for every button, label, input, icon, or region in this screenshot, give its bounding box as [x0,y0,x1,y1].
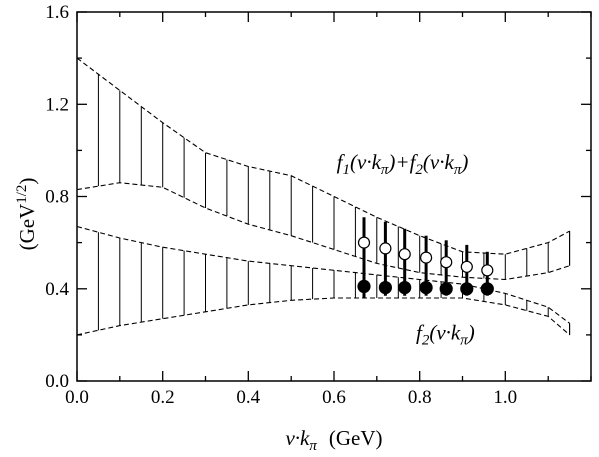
curve-label-subscript: 2 [422,333,430,349]
y-tick-label: 0.8 [45,187,69,208]
y-axis-label-main: (GeV [15,204,39,251]
curve-label: f1(v·kπ)+f2(v·kπ) [337,150,469,178]
x-axis-label-sub: π [309,438,317,454]
filled-point [460,282,474,296]
y-axis-label-close: ) [15,178,39,185]
band-lower-line [76,297,570,336]
y-tick-label: 0.4 [45,279,69,300]
data-points [357,236,494,296]
curve-label-part: (v·k [350,150,382,174]
x-axis-label-unit: (GeV) [329,426,383,450]
y-tick-label: 1.2 [45,94,69,115]
filled-point [480,282,494,296]
open-point [440,256,453,269]
curve-label-part: (v·k [423,150,455,174]
curve-label-part: (v·k [429,321,461,345]
open-point [379,242,392,255]
filled-point [419,281,433,295]
x-axis-label: v·kπ (GeV) [285,426,382,454]
open-point [398,248,411,261]
band-hatching [76,58,571,335]
curve-label-subscript: π [381,162,389,178]
open-point [481,264,494,277]
x-axis-label-main: v·k [285,426,310,450]
x-tick-label: 1.0 [493,387,517,408]
curve-label-subscript: π [460,333,468,349]
x-tick-label: 0.8 [408,387,432,408]
x-tick-label: 0.0 [65,387,89,408]
filled-point [398,281,412,295]
y-tick-label: 1.6 [45,2,69,23]
filled-point [378,281,392,295]
filled-point [357,279,371,293]
tick-labels: 0.0 0.2 0.4 0.6 0.8 1.0 0.0 0.4 0.8 1.2 1.6 [45,2,517,408]
band-upper-line [76,225,570,324]
curve-label-part: )+f [387,150,418,174]
curve-label-subscript: 2 [415,162,423,178]
band-upper-line [76,57,570,255]
y-tick-label: 0.0 [45,371,69,392]
x-tick-label: 0.4 [236,387,260,408]
open-point [357,236,371,249]
curve-label-part: f [337,150,346,174]
curve-label-part: f [416,321,425,345]
axis-ticks [76,11,592,382]
open-point [460,260,473,273]
y-axis-label: (GeV1/2) [14,178,39,251]
curve-label-part: ) [467,321,475,345]
x-tick-label: 0.2 [151,387,175,408]
x-tick-label: 0.6 [322,387,346,408]
curve-label: f2(v·kπ) [416,321,475,349]
curve-label-subscript: 1 [343,162,351,178]
filled-point [439,282,453,296]
y-axis-label-sup: 1/2 [14,185,30,204]
curve-label-part: ) [460,150,468,174]
open-point [420,251,433,264]
band-lower-line [76,182,570,281]
curve-label-subscript: π [454,162,462,178]
curve-annotations: f1(v·kπ)+f2(v·kπ)f2(v·kπ) [337,150,475,349]
band-boundaries [76,57,571,336]
